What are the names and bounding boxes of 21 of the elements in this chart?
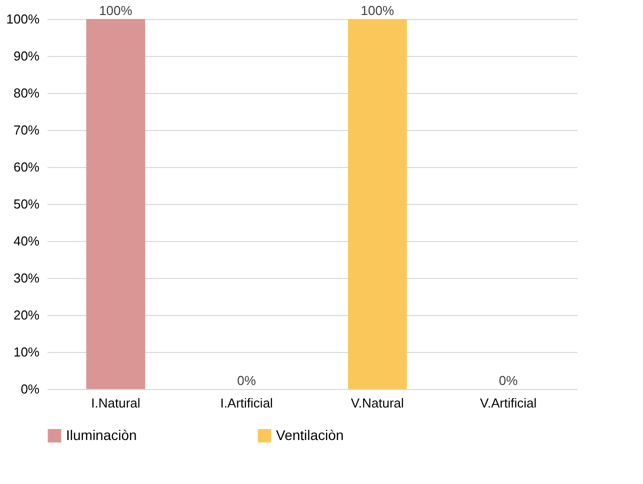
x-tick-label: V.Natural — [350, 396, 404, 410]
x-tick-label: V.Artificial — [480, 396, 537, 410]
y-tick-label: 50% — [13, 196, 40, 212]
x-tick-label: I.Natural — [91, 396, 140, 410]
data-label: 100% — [99, 3, 133, 18]
data-label: 100% — [360, 3, 394, 18]
y-tick-label: 70% — [13, 122, 40, 138]
y-tick-label: 30% — [13, 270, 40, 286]
legend-label: Iluminaciòn — [66, 426, 137, 443]
y-tick-label: 90% — [13, 48, 40, 64]
y-tick-label: 20% — [13, 308, 40, 322]
y-tick-label: 10% — [13, 344, 40, 360]
legend-label: Ventilaciòn — [276, 426, 344, 443]
y-tick-label: 40% — [13, 234, 40, 248]
y-tick-label: 100% — [6, 12, 40, 26]
data-label: 0% — [237, 373, 256, 388]
x-tick-label: I.Artificial — [220, 396, 274, 410]
y-tick-label: 60% — [13, 160, 40, 174]
y-tick-label: 0% — [20, 382, 40, 396]
y-tick-label: 80% — [13, 86, 40, 100]
data-label: 0% — [498, 373, 518, 388]
